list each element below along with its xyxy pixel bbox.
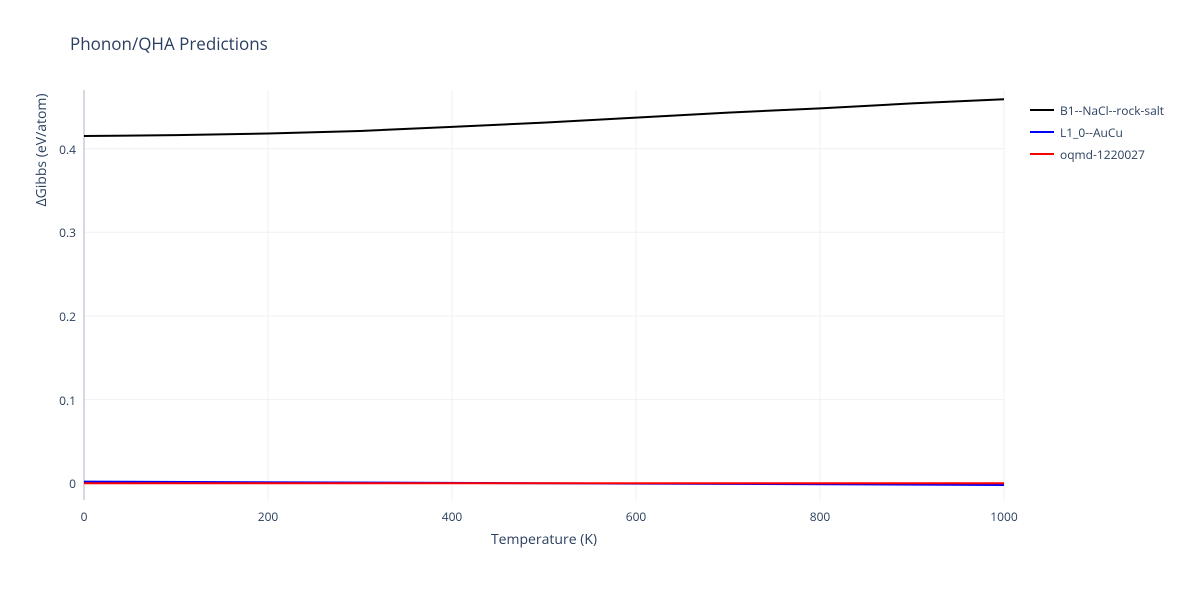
y-tick-label: 0.1 (59, 392, 76, 409)
x-axis-label: Temperature (K) (84, 530, 1004, 549)
x-tick-label: 1000 (984, 508, 1024, 525)
legend: B1--NaCl--rock-salt L1_0--AuCu oqmd-122002… (1030, 100, 1164, 166)
legend-swatch (1030, 131, 1054, 133)
y-axis-label: ΔGibbs (eV/atom) (32, 0, 51, 355)
x-tick-label: 800 (800, 508, 840, 525)
grid-horizontal (84, 149, 1004, 484)
series-group (84, 99, 1004, 485)
legend-item[interactable]: oqmd-1220027 (1030, 144, 1164, 164)
x-tick-label: 0 (64, 508, 104, 525)
legend-item[interactable]: B1--NaCl--rock-salt (1030, 100, 1164, 120)
y-tick-label: 0.3 (59, 224, 76, 241)
series-line[interactable] (84, 99, 1004, 136)
legend-label: oqmd-1220027 (1060, 146, 1145, 163)
y-tick-label: 0.2 (59, 308, 76, 325)
y-tick-label: 0 (69, 475, 76, 492)
legend-label: B1--NaCl--rock-salt (1060, 102, 1164, 119)
grid-vertical (84, 90, 1004, 500)
plot-background (84, 90, 1004, 500)
legend-item[interactable]: L1_0--AuCu (1030, 122, 1164, 142)
x-tick-label: 200 (248, 508, 288, 525)
legend-swatch (1030, 153, 1054, 155)
legend-swatch (1030, 109, 1054, 111)
x-tick-label: 600 (616, 508, 656, 525)
chart-container: Phonon/QHA Predictions 02004006008001000… (0, 0, 1200, 600)
legend-label: L1_0--AuCu (1060, 124, 1123, 141)
x-tick-label: 400 (432, 508, 472, 525)
y-tick-label: 0.4 (59, 141, 76, 158)
